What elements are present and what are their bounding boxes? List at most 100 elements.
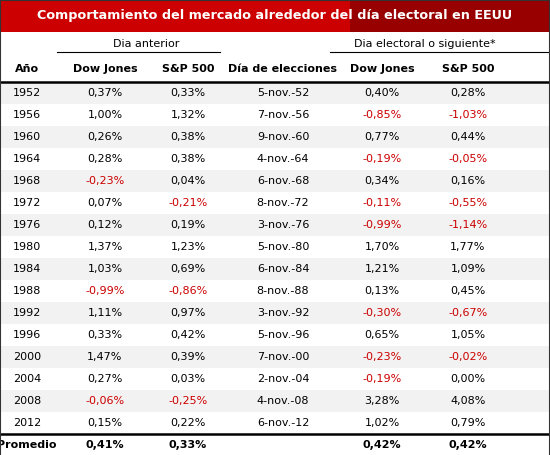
Text: 1952: 1952 bbox=[13, 88, 41, 98]
Text: 0,77%: 0,77% bbox=[364, 132, 400, 142]
Text: Dia electoral o siguiente*: Dia electoral o siguiente* bbox=[354, 39, 496, 49]
Text: 3-nov.-76: 3-nov.-76 bbox=[257, 220, 309, 230]
Text: 3,28%: 3,28% bbox=[364, 396, 400, 406]
Text: 1968: 1968 bbox=[13, 176, 41, 186]
Text: 0,42%: 0,42% bbox=[449, 440, 487, 450]
Text: 0,15%: 0,15% bbox=[87, 418, 123, 428]
Text: Dia anterior: Dia anterior bbox=[113, 39, 180, 49]
Text: -0,85%: -0,85% bbox=[362, 110, 401, 120]
Text: 1956: 1956 bbox=[13, 110, 41, 120]
Text: 1996: 1996 bbox=[13, 330, 41, 340]
Bar bbox=[0, 368, 550, 390]
Bar bbox=[0, 280, 550, 302]
Text: Día de elecciones: Día de elecciones bbox=[228, 64, 338, 74]
Text: -0,99%: -0,99% bbox=[362, 220, 401, 230]
Text: 1,09%: 1,09% bbox=[450, 264, 486, 274]
Text: 0,42%: 0,42% bbox=[170, 330, 206, 340]
Text: 2008: 2008 bbox=[13, 396, 41, 406]
Bar bbox=[0, 346, 550, 368]
Text: 0,04%: 0,04% bbox=[170, 176, 206, 186]
Text: 0,40%: 0,40% bbox=[364, 88, 400, 98]
Text: -0,23%: -0,23% bbox=[85, 176, 125, 186]
Text: 0,97%: 0,97% bbox=[170, 308, 206, 318]
Text: -0,21%: -0,21% bbox=[168, 198, 208, 208]
Text: -0,02%: -0,02% bbox=[448, 352, 488, 362]
Text: S&P 500: S&P 500 bbox=[162, 64, 214, 74]
Text: 1964: 1964 bbox=[13, 154, 41, 164]
Text: 0,12%: 0,12% bbox=[87, 220, 123, 230]
Text: 0,69%: 0,69% bbox=[170, 264, 206, 274]
Text: 1,00%: 1,00% bbox=[87, 110, 123, 120]
Text: 1,37%: 1,37% bbox=[87, 242, 123, 252]
Text: 0,26%: 0,26% bbox=[87, 132, 123, 142]
Text: 1,32%: 1,32% bbox=[170, 110, 206, 120]
Text: 6-nov.-68: 6-nov.-68 bbox=[257, 176, 309, 186]
Text: 0,39%: 0,39% bbox=[170, 352, 206, 362]
Text: 1984: 1984 bbox=[13, 264, 41, 274]
Bar bbox=[0, 324, 550, 346]
Bar bbox=[350, 0, 550, 32]
Text: 1960: 1960 bbox=[13, 132, 41, 142]
Text: 1,21%: 1,21% bbox=[364, 264, 400, 274]
Text: 6-nov.-84: 6-nov.-84 bbox=[257, 264, 309, 274]
Text: 0,38%: 0,38% bbox=[170, 154, 206, 164]
Text: 0,13%: 0,13% bbox=[365, 286, 399, 296]
Text: 0,27%: 0,27% bbox=[87, 374, 123, 384]
Text: 0,03%: 0,03% bbox=[170, 374, 206, 384]
Text: -0,11%: -0,11% bbox=[362, 198, 401, 208]
Text: -0,67%: -0,67% bbox=[448, 308, 488, 318]
Text: 7-nov.-00: 7-nov.-00 bbox=[257, 352, 309, 362]
Text: 7-nov.-56: 7-nov.-56 bbox=[257, 110, 309, 120]
Text: 0,79%: 0,79% bbox=[450, 418, 486, 428]
Text: 5-nov.-80: 5-nov.-80 bbox=[257, 242, 309, 252]
Text: -0,25%: -0,25% bbox=[168, 396, 208, 406]
Text: -1,03%: -1,03% bbox=[448, 110, 487, 120]
Text: 0,42%: 0,42% bbox=[362, 440, 401, 450]
Text: 0,00%: 0,00% bbox=[450, 374, 486, 384]
Text: 1976: 1976 bbox=[13, 220, 41, 230]
Bar bbox=[0, 148, 550, 170]
Text: 1,77%: 1,77% bbox=[450, 242, 486, 252]
Text: 1,03%: 1,03% bbox=[87, 264, 123, 274]
Text: -0,86%: -0,86% bbox=[168, 286, 208, 296]
Bar bbox=[0, 126, 550, 148]
Text: 1988: 1988 bbox=[13, 286, 41, 296]
Text: 1,70%: 1,70% bbox=[364, 242, 400, 252]
Bar bbox=[0, 390, 550, 412]
Text: 5-nov.-96: 5-nov.-96 bbox=[257, 330, 309, 340]
Bar bbox=[0, 192, 550, 214]
Text: -0,23%: -0,23% bbox=[362, 352, 401, 362]
Text: 2000: 2000 bbox=[13, 352, 41, 362]
Text: 0,45%: 0,45% bbox=[450, 286, 486, 296]
Text: -0,55%: -0,55% bbox=[448, 198, 487, 208]
Text: -0,19%: -0,19% bbox=[362, 154, 401, 164]
Text: 1992: 1992 bbox=[13, 308, 41, 318]
Text: S&P 500: S&P 500 bbox=[442, 64, 494, 74]
Text: 1,02%: 1,02% bbox=[364, 418, 400, 428]
Text: 0,22%: 0,22% bbox=[170, 418, 206, 428]
Bar bbox=[0, 302, 550, 324]
Text: -0,30%: -0,30% bbox=[362, 308, 401, 318]
Bar bbox=[0, 0, 550, 32]
Text: 5-nov.-52: 5-nov.-52 bbox=[257, 88, 309, 98]
Text: 1,05%: 1,05% bbox=[450, 330, 486, 340]
Text: 0,65%: 0,65% bbox=[365, 330, 399, 340]
Text: 4-nov.-64: 4-nov.-64 bbox=[257, 154, 309, 164]
Text: 9-nov.-60: 9-nov.-60 bbox=[257, 132, 309, 142]
Text: 0,28%: 0,28% bbox=[450, 88, 486, 98]
Text: -0,99%: -0,99% bbox=[85, 286, 125, 296]
Text: 0,44%: 0,44% bbox=[450, 132, 486, 142]
Text: 1,47%: 1,47% bbox=[87, 352, 123, 362]
Text: 0,33%: 0,33% bbox=[170, 88, 206, 98]
Text: 8-nov.-72: 8-nov.-72 bbox=[257, 198, 309, 208]
Text: 0,37%: 0,37% bbox=[87, 88, 123, 98]
Text: 3-nov.-92: 3-nov.-92 bbox=[257, 308, 309, 318]
Text: -0,19%: -0,19% bbox=[362, 374, 401, 384]
Text: 0,07%: 0,07% bbox=[87, 198, 123, 208]
Text: Año: Año bbox=[15, 64, 39, 74]
Text: 0,41%: 0,41% bbox=[86, 440, 124, 450]
Bar bbox=[0, 170, 550, 192]
Text: 1,23%: 1,23% bbox=[170, 242, 206, 252]
Text: 0,33%: 0,33% bbox=[87, 330, 123, 340]
Text: -0,06%: -0,06% bbox=[85, 396, 124, 406]
